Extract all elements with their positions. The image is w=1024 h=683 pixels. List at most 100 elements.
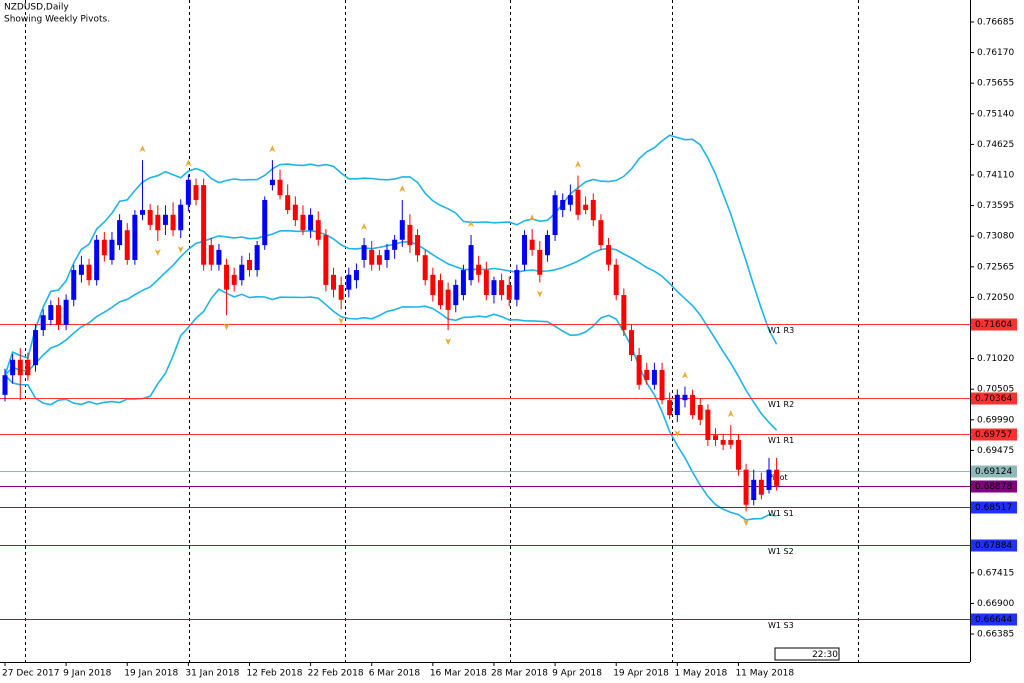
fractal-up xyxy=(139,145,146,153)
candle-body xyxy=(254,245,260,271)
candle-body xyxy=(262,199,268,246)
fractal-down xyxy=(338,317,345,325)
candle-body xyxy=(384,249,390,260)
pivot-label: W1 S1 xyxy=(768,509,794,518)
y-tick-label: 0.72565 xyxy=(977,262,1014,272)
candle-body xyxy=(78,264,84,275)
chart-subtitle: Showing Weekly Pivots. xyxy=(4,15,110,25)
candle-body xyxy=(430,274,436,296)
fractal-up xyxy=(361,222,368,230)
candle-body xyxy=(529,239,535,250)
price-box-label: 0.66644 xyxy=(975,615,1012,625)
x-tick-label: 28 Mar 2018 xyxy=(491,669,548,679)
fractal-down xyxy=(445,338,452,346)
price-box-label: 0.71604 xyxy=(975,320,1012,330)
fractal-down xyxy=(223,323,230,331)
candle-body xyxy=(758,479,764,495)
x-tick-label: 31 Jan 2018 xyxy=(185,669,239,679)
candle-body xyxy=(285,195,291,211)
pivot-label: W1 S3 xyxy=(768,621,794,630)
candle-body xyxy=(621,295,627,331)
candle-body xyxy=(346,274,352,290)
candle-body xyxy=(674,394,680,416)
price-box xyxy=(971,539,1017,552)
candle-body xyxy=(17,359,23,376)
fractal-up xyxy=(727,410,734,418)
candle-body xyxy=(292,204,298,221)
y-tick-label: 0.75140 xyxy=(977,109,1014,119)
y-tick-label: 0.69990 xyxy=(977,415,1014,425)
y-tick-label: 0.73080 xyxy=(977,232,1014,242)
y-tick-label: 0.74625 xyxy=(977,140,1014,150)
candle-body xyxy=(613,264,619,296)
price-box xyxy=(971,392,1017,405)
candle-body xyxy=(567,195,573,205)
candle-body xyxy=(460,270,466,296)
candle-body xyxy=(522,235,528,265)
candle-body xyxy=(94,239,100,281)
candle-body xyxy=(735,440,741,470)
candle-body xyxy=(117,220,123,246)
candle-body xyxy=(468,245,474,281)
clock-widget: 22:30 xyxy=(774,647,840,661)
candle-body xyxy=(331,274,337,290)
candle-body xyxy=(697,404,703,420)
y-tick-label: 0.74110 xyxy=(977,170,1014,180)
x-tick-label: 9 Jan 2018 xyxy=(63,669,111,679)
candle-body xyxy=(25,359,31,376)
candle-body xyxy=(514,270,520,300)
candle-body xyxy=(63,299,69,325)
y-tick-label: 0.76170 xyxy=(977,48,1014,58)
candle-body xyxy=(392,239,398,250)
candle-body xyxy=(399,220,405,240)
y-tick-label: 0.66385 xyxy=(977,630,1014,640)
price-box xyxy=(971,501,1017,514)
candle-body xyxy=(40,315,46,331)
price-box xyxy=(971,318,1017,331)
candle-body xyxy=(162,214,168,225)
candle-body xyxy=(628,330,634,356)
price-box-label: 0.68517 xyxy=(975,503,1012,513)
x-tick-label: 9 Apr 2018 xyxy=(552,669,602,679)
candle-body xyxy=(208,245,214,265)
price-box xyxy=(971,465,1017,478)
x-tick-label: 27 Dec 2017 xyxy=(2,669,60,679)
pivot-label: W1 R3 xyxy=(768,326,794,335)
candle-body xyxy=(552,195,558,236)
candle-body xyxy=(269,179,275,186)
candle-body xyxy=(71,270,77,300)
candle-body xyxy=(483,270,489,296)
candle-body xyxy=(246,259,252,271)
candle-body xyxy=(720,440,726,445)
candle-body xyxy=(651,369,657,385)
candle-body xyxy=(140,210,146,215)
candle-body xyxy=(690,394,696,416)
candle-body xyxy=(101,239,107,256)
fractal-down xyxy=(536,290,543,298)
price-box-label: 0.70364 xyxy=(975,394,1012,404)
candle-body xyxy=(445,289,451,310)
candle-body xyxy=(491,280,497,296)
period-separators xyxy=(25,0,859,662)
candle-body xyxy=(583,204,589,211)
candle-body xyxy=(224,264,230,290)
candle-body xyxy=(713,435,719,441)
candle-body xyxy=(48,305,54,320)
fractal-up xyxy=(575,160,581,168)
candle-body xyxy=(323,235,329,285)
candle-body xyxy=(193,185,199,200)
candle-body xyxy=(728,440,734,445)
candle-body xyxy=(216,249,222,265)
candle-body xyxy=(178,204,184,231)
candle-body xyxy=(239,264,245,281)
x-tick-label: 16 Mar 2018 xyxy=(430,669,487,679)
candle-body xyxy=(422,255,428,281)
pivot-label: W1 S2 xyxy=(768,547,794,556)
y-tick-label: 0.67415 xyxy=(977,568,1014,578)
candle-body xyxy=(453,284,459,306)
y-tick-label: 0.75655 xyxy=(977,79,1014,89)
candle-body xyxy=(743,469,749,505)
current-price-label: 0.68878 xyxy=(975,482,1012,492)
candle-body xyxy=(590,199,596,221)
